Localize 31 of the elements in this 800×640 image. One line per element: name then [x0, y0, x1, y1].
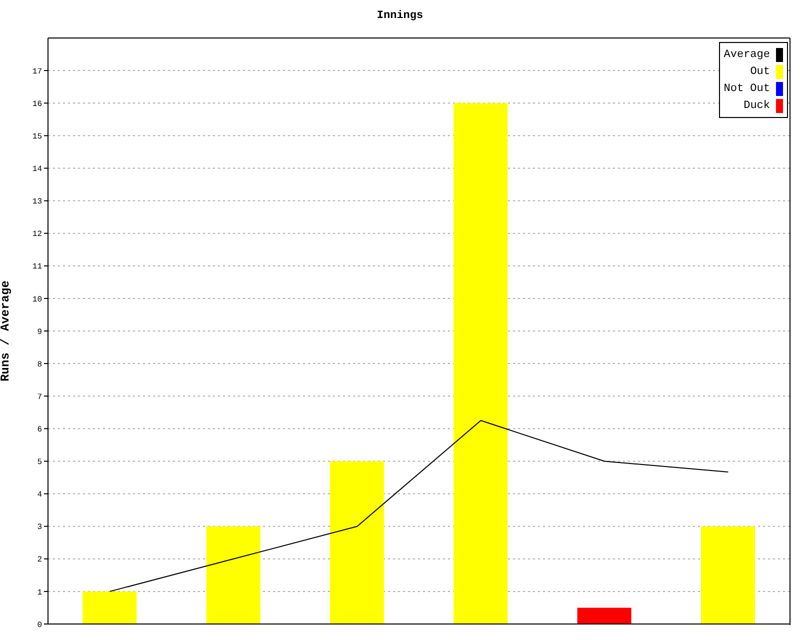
y-tick-label: 4 [37, 490, 42, 500]
y-tick-label: 15 [32, 132, 42, 142]
y-tick-label: 2 [37, 556, 42, 565]
y-tick-label: 12 [32, 230, 42, 240]
y-tick-label: 9 [37, 328, 42, 337]
y-tick-label: 6 [37, 426, 42, 435]
legend-label: Out [750, 66, 770, 78]
bar [206, 526, 260, 624]
y-tick-label: 1 [37, 588, 42, 598]
y-tick-label: 10 [32, 295, 42, 304]
y-tick-label: 11 [32, 262, 42, 272]
line-series [109, 420, 729, 592]
bar [577, 608, 632, 624]
y-axis-title: Runs / Average [0, 280, 12, 382]
y-tick-label: 13 [32, 198, 42, 207]
y-tick-label: 16 [32, 100, 42, 109]
bar [82, 591, 137, 624]
legend-label: Average [724, 48, 770, 60]
chart-title: Innings [376, 10, 424, 22]
bar [700, 526, 755, 624]
bar [454, 103, 508, 624]
y-tick-label: 14 [32, 165, 42, 174]
y-tick-label: 5 [37, 458, 42, 468]
y-tick-label: 7 [37, 392, 42, 402]
y-tick-label: 0 [37, 620, 42, 630]
bar [330, 461, 384, 624]
y-tick-label: 3 [37, 523, 42, 532]
legend-label: Not Out [724, 82, 770, 94]
legend-label: Duck [744, 100, 770, 112]
y-tick-label: 8 [37, 360, 42, 370]
y-tick-label: 17 [32, 67, 42, 76]
